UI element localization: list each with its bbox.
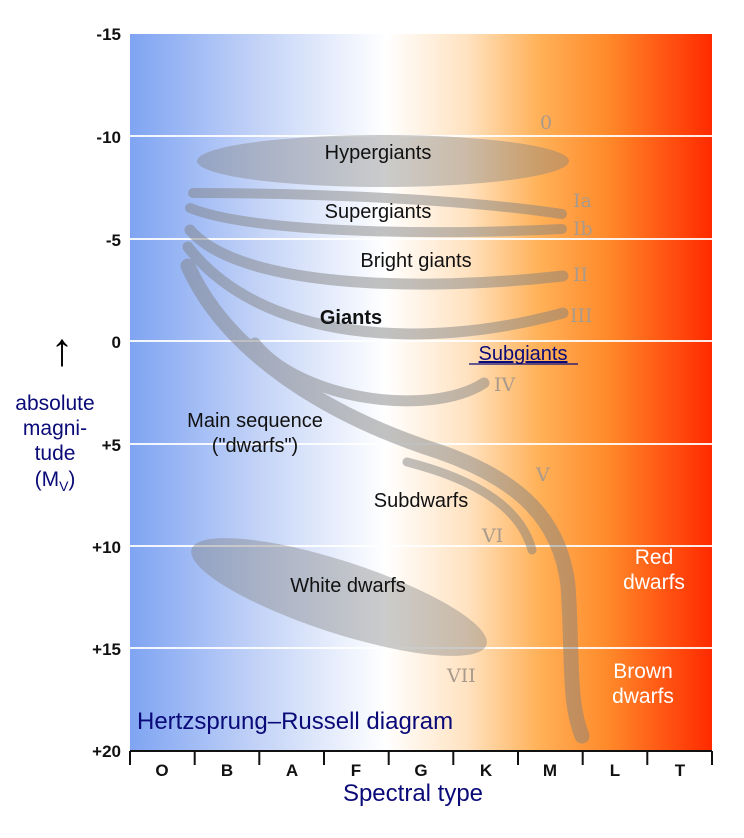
y-tick-label: -15 <box>96 25 121 44</box>
giants-label: Giants <box>320 307 382 329</box>
y-axis-symbol-subscript: V <box>59 478 69 494</box>
star-bands <box>180 135 590 744</box>
x-tick-label: K <box>480 761 493 780</box>
y-axis-label-line1: absolute <box>15 392 94 415</box>
x-tick-label: B <box>221 761 233 780</box>
class-0-label: 0 <box>540 112 552 134</box>
plot-background <box>130 34 712 750</box>
y-axis-label-line2: magni- <box>23 417 87 440</box>
luminosity-class-labels: 0 Ia Ib II III IV V VI VII <box>446 112 593 687</box>
y-tick-label: +10 <box>92 538 121 557</box>
white-dwarfs-label: White dwarfs <box>290 575 406 597</box>
red-dwarfs-label-line2: dwarfs <box>623 571 685 594</box>
white-dwarfs-band <box>191 538 487 656</box>
x-tick-label: M <box>543 761 557 780</box>
y-axis-ticks: -15 -10 -5 0 +5 +10 +15 +20 <box>92 25 121 761</box>
supergiants-ia-band <box>188 188 567 219</box>
class-iii-label: III <box>570 305 593 327</box>
hypergiants-label: Hypergiants <box>325 142 432 164</box>
y-tick-label: -5 <box>106 231 121 250</box>
hypergiants-band <box>197 135 569 187</box>
red-dwarfs-label-line1: Red <box>635 546 674 569</box>
class-ia-label: Ia <box>573 190 592 212</box>
grid-lines <box>130 135 712 649</box>
y-tick-label: +15 <box>92 640 121 659</box>
supergiants-label: Supergiants <box>325 201 432 223</box>
region-labels: Hypergiants Supergiants Bright giants Gi… <box>187 142 685 708</box>
x-tick-label: G <box>414 761 427 780</box>
class-vi-label: VI <box>481 525 503 547</box>
subgiants-band <box>249 337 490 407</box>
y-axis-label: ↑ absolute magni- tude (MV) <box>15 323 94 494</box>
y-tick-label: +20 <box>92 742 121 761</box>
brown-dwarfs-label-line2: dwarfs <box>612 685 674 708</box>
class-ib-label: Ib <box>573 218 593 240</box>
main-sequence-band <box>180 258 590 744</box>
main-sequence-label-line2: ("dwarfs") <box>212 435 298 457</box>
x-tick-label: O <box>155 761 168 780</box>
x-tick-label: A <box>286 761 298 780</box>
y-tick-label: -10 <box>96 128 121 147</box>
y-axis-symbol-letter: M <box>42 468 60 491</box>
bright-giants-band <box>184 224 569 290</box>
x-axis: O B A F G K M L T Spectral type <box>129 750 713 807</box>
supergiants-ib-band <box>185 203 567 238</box>
up-arrow-icon: ↑ <box>51 323 74 375</box>
x-tick-labels: O B A F G K M L T <box>155 761 685 780</box>
subgiants-link[interactable]: Subgiants <box>479 343 568 365</box>
x-tick-label: T <box>675 761 686 780</box>
x-axis-title: Spectral type <box>343 780 483 807</box>
x-tick-label: L <box>610 761 620 780</box>
class-ii-label: II <box>573 264 588 286</box>
x-tick-marks <box>129 751 713 765</box>
x-tick-label: F <box>351 761 361 780</box>
diagram-title: Hertzsprung–Russell diagram <box>137 708 453 735</box>
class-vii-label: VII <box>446 665 476 687</box>
y-tick-label: +5 <box>102 436 121 455</box>
bright-giants-label: Bright giants <box>360 250 471 272</box>
brown-dwarfs-label-line1: Brown <box>613 660 673 683</box>
subdwarfs-band <box>402 457 537 555</box>
main-sequence-label-line1: Main sequence <box>187 410 323 432</box>
subdwarfs-label: Subdwarfs <box>374 490 469 512</box>
giants-band <box>182 241 569 340</box>
y-axis-label-line3: tude <box>35 442 76 465</box>
y-tick-label: 0 <box>112 333 121 352</box>
y-axis-symbol: (MV) <box>35 468 76 494</box>
class-iv-label: IV <box>494 374 516 396</box>
class-v-label: V <box>535 464 550 486</box>
